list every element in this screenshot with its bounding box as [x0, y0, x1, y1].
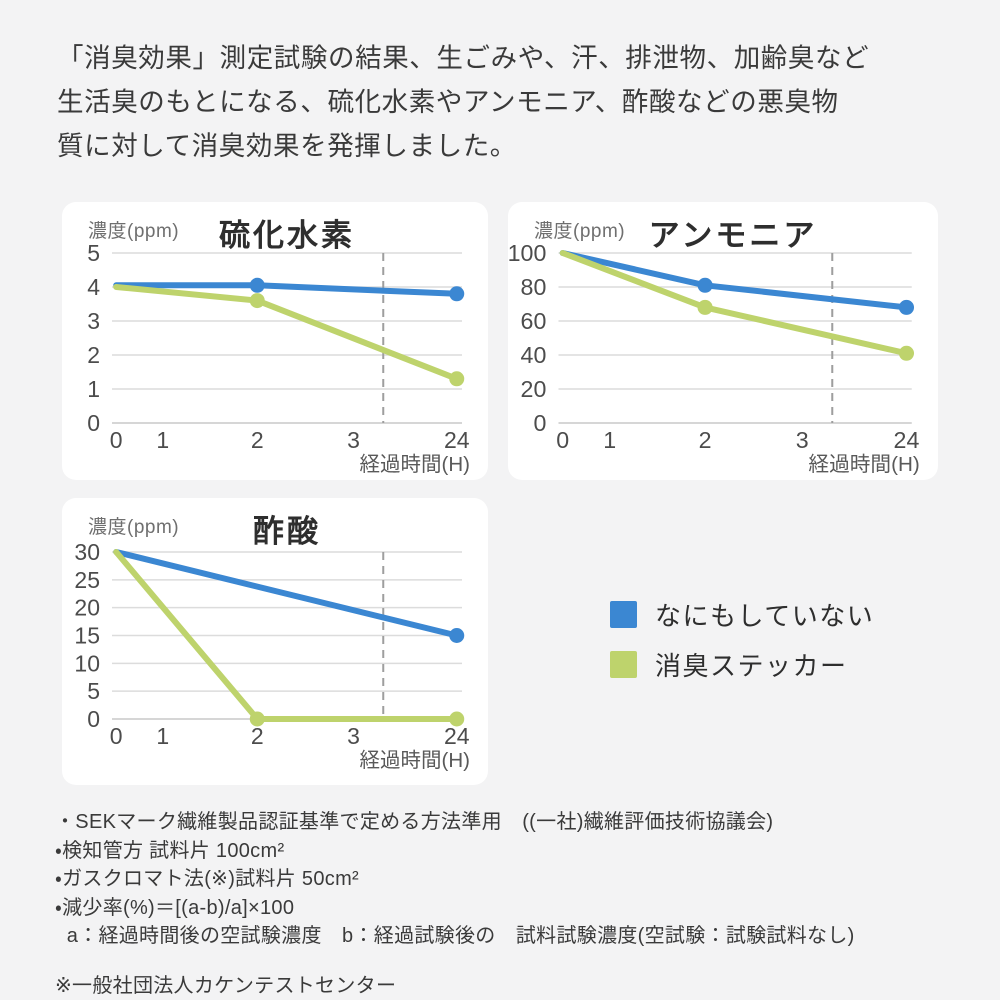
- y-tick-label: 4: [87, 274, 100, 300]
- data-point-marker: [449, 286, 465, 302]
- series-line: [113, 549, 460, 639]
- y-tick-label: 0: [87, 410, 100, 436]
- footnote-line: a：経過時間後の空試験濃度 b：経過試験後の 試料試験濃度(空試験：試験試料なし…: [55, 925, 855, 947]
- y-tick-label: 80: [521, 274, 547, 300]
- y-tick-label: 40: [521, 342, 547, 368]
- chart-card-ammonia: 濃度(ppm) アンモニア 0 20 40 60 80 100 0 1 2 3 24 経過時間(H): [508, 202, 938, 480]
- y-tick-label: 1: [87, 376, 100, 402]
- x-tick-label: 2: [251, 427, 264, 453]
- x-axis-label: 経過時間(H): [808, 453, 919, 476]
- footnote-line: ・ガスクロマト法(※)試料片 50cm²: [55, 868, 360, 890]
- x-tick-label: 3: [347, 723, 360, 749]
- data-point-marker: [449, 371, 465, 387]
- footnote-line: ・検知管方 試料片 100cm²: [55, 839, 285, 862]
- footnotes: ・SEKマーク繊維製品認証基準で定める方法準用 ((一社)繊維評価技術協議会) …: [55, 808, 855, 1000]
- series-line: [113, 284, 460, 382]
- y-tick-label: 30: [74, 539, 100, 565]
- x-tick-label: 24: [444, 723, 470, 749]
- x-tick-label: 0: [556, 427, 569, 453]
- x-tick-label: 1: [603, 427, 616, 453]
- y-tick-label: 0: [87, 706, 100, 732]
- y-axis-unit-label: 濃度(ppm): [88, 517, 180, 538]
- x-tick-label: 3: [347, 427, 360, 453]
- legend-label-deodorant-sticker: 消臭ステッカー: [655, 651, 848, 681]
- x-tick-label: 2: [251, 723, 264, 749]
- y-tick-label: 15: [74, 623, 100, 649]
- series-line: [559, 250, 910, 311]
- y-axis-unit-label: 濃度(ppm): [88, 221, 180, 242]
- y-tick-label: 20: [521, 376, 547, 402]
- x-tick-label: 1: [156, 427, 169, 453]
- chart-card-acetic-acid: 濃度(ppm) 酢酸 0 5 10 15 20 25 30 0 1 2 3 24 経過時間(H): [62, 498, 488, 785]
- x-tick-label: 1: [156, 723, 169, 749]
- chart-title-hydrogen-sulfide: 硫化水素: [219, 218, 355, 253]
- x-tick-label: 3: [796, 427, 809, 453]
- x-tick-label: 0: [110, 427, 123, 453]
- data-point-marker: [449, 628, 465, 643]
- legend-swatch-untreated: [610, 601, 637, 628]
- legend: なにもしていない 消臭ステッカー: [610, 601, 874, 701]
- y-tick-label: 0: [533, 410, 546, 436]
- legend-swatch-deodorant-sticker: [610, 651, 637, 678]
- y-tick-label: 3: [87, 308, 100, 334]
- footnote-line: ・SEKマーク繊維製品認証基準で定める方法準用 ((一社)繊維評価技術協議会): [55, 811, 774, 833]
- footnote-line: ・減少率(%)＝[(a-b)/a]×100: [55, 896, 295, 919]
- legend-item-untreated: なにもしていない: [610, 601, 874, 631]
- data-point-marker: [449, 711, 465, 727]
- data-point-marker: [249, 277, 265, 293]
- x-tick-label: 24: [894, 427, 920, 453]
- chart-title-acetic-acid: 酢酸: [253, 514, 321, 549]
- legend-label-untreated: なにもしていない: [655, 601, 875, 631]
- y-tick-label: 60: [521, 308, 547, 334]
- data-point-marker: [898, 345, 915, 361]
- x-axis-label: 経過時間(H): [360, 749, 470, 772]
- y-tick-label: 5: [87, 678, 100, 704]
- y-tick-label: 2: [87, 342, 100, 368]
- x-tick-label: 2: [699, 427, 712, 453]
- data-point-marker: [898, 299, 915, 315]
- y-axis-unit-label: 濃度(ppm): [534, 221, 626, 242]
- y-tick-label: 10: [74, 650, 100, 676]
- y-tick-label: 25: [74, 567, 100, 593]
- intro-text: 「消臭効果」測定試験の結果、生ごみや、汗、排泄物、加齢臭など 生活臭のもとになる…: [57, 43, 870, 161]
- x-tick-label: 24: [444, 427, 470, 453]
- data-point-marker: [697, 277, 713, 293]
- chart-card-hydrogen-sulfide: 濃度(ppm) 硫化水素 0 1 2 3 4 5 0 1 2 3 24 経過時間(H): [62, 202, 488, 480]
- x-axis-label: 経過時間(H): [360, 453, 470, 476]
- chart-title-ammonia: アンモニア: [648, 218, 818, 253]
- y-tick-label: 20: [74, 595, 100, 621]
- x-tick-label: 0: [110, 723, 123, 749]
- legend-item-deodorant-sticker: 消臭ステッカー: [610, 651, 874, 681]
- y-tick-label: 5: [87, 240, 100, 266]
- data-point-marker: [697, 299, 713, 315]
- data-point-marker: [249, 711, 265, 727]
- y-tick-label: 100: [508, 240, 546, 266]
- data-point-marker: [249, 293, 265, 309]
- test-center-note: ※一般社団法人カケンテストセンター: [55, 974, 397, 997]
